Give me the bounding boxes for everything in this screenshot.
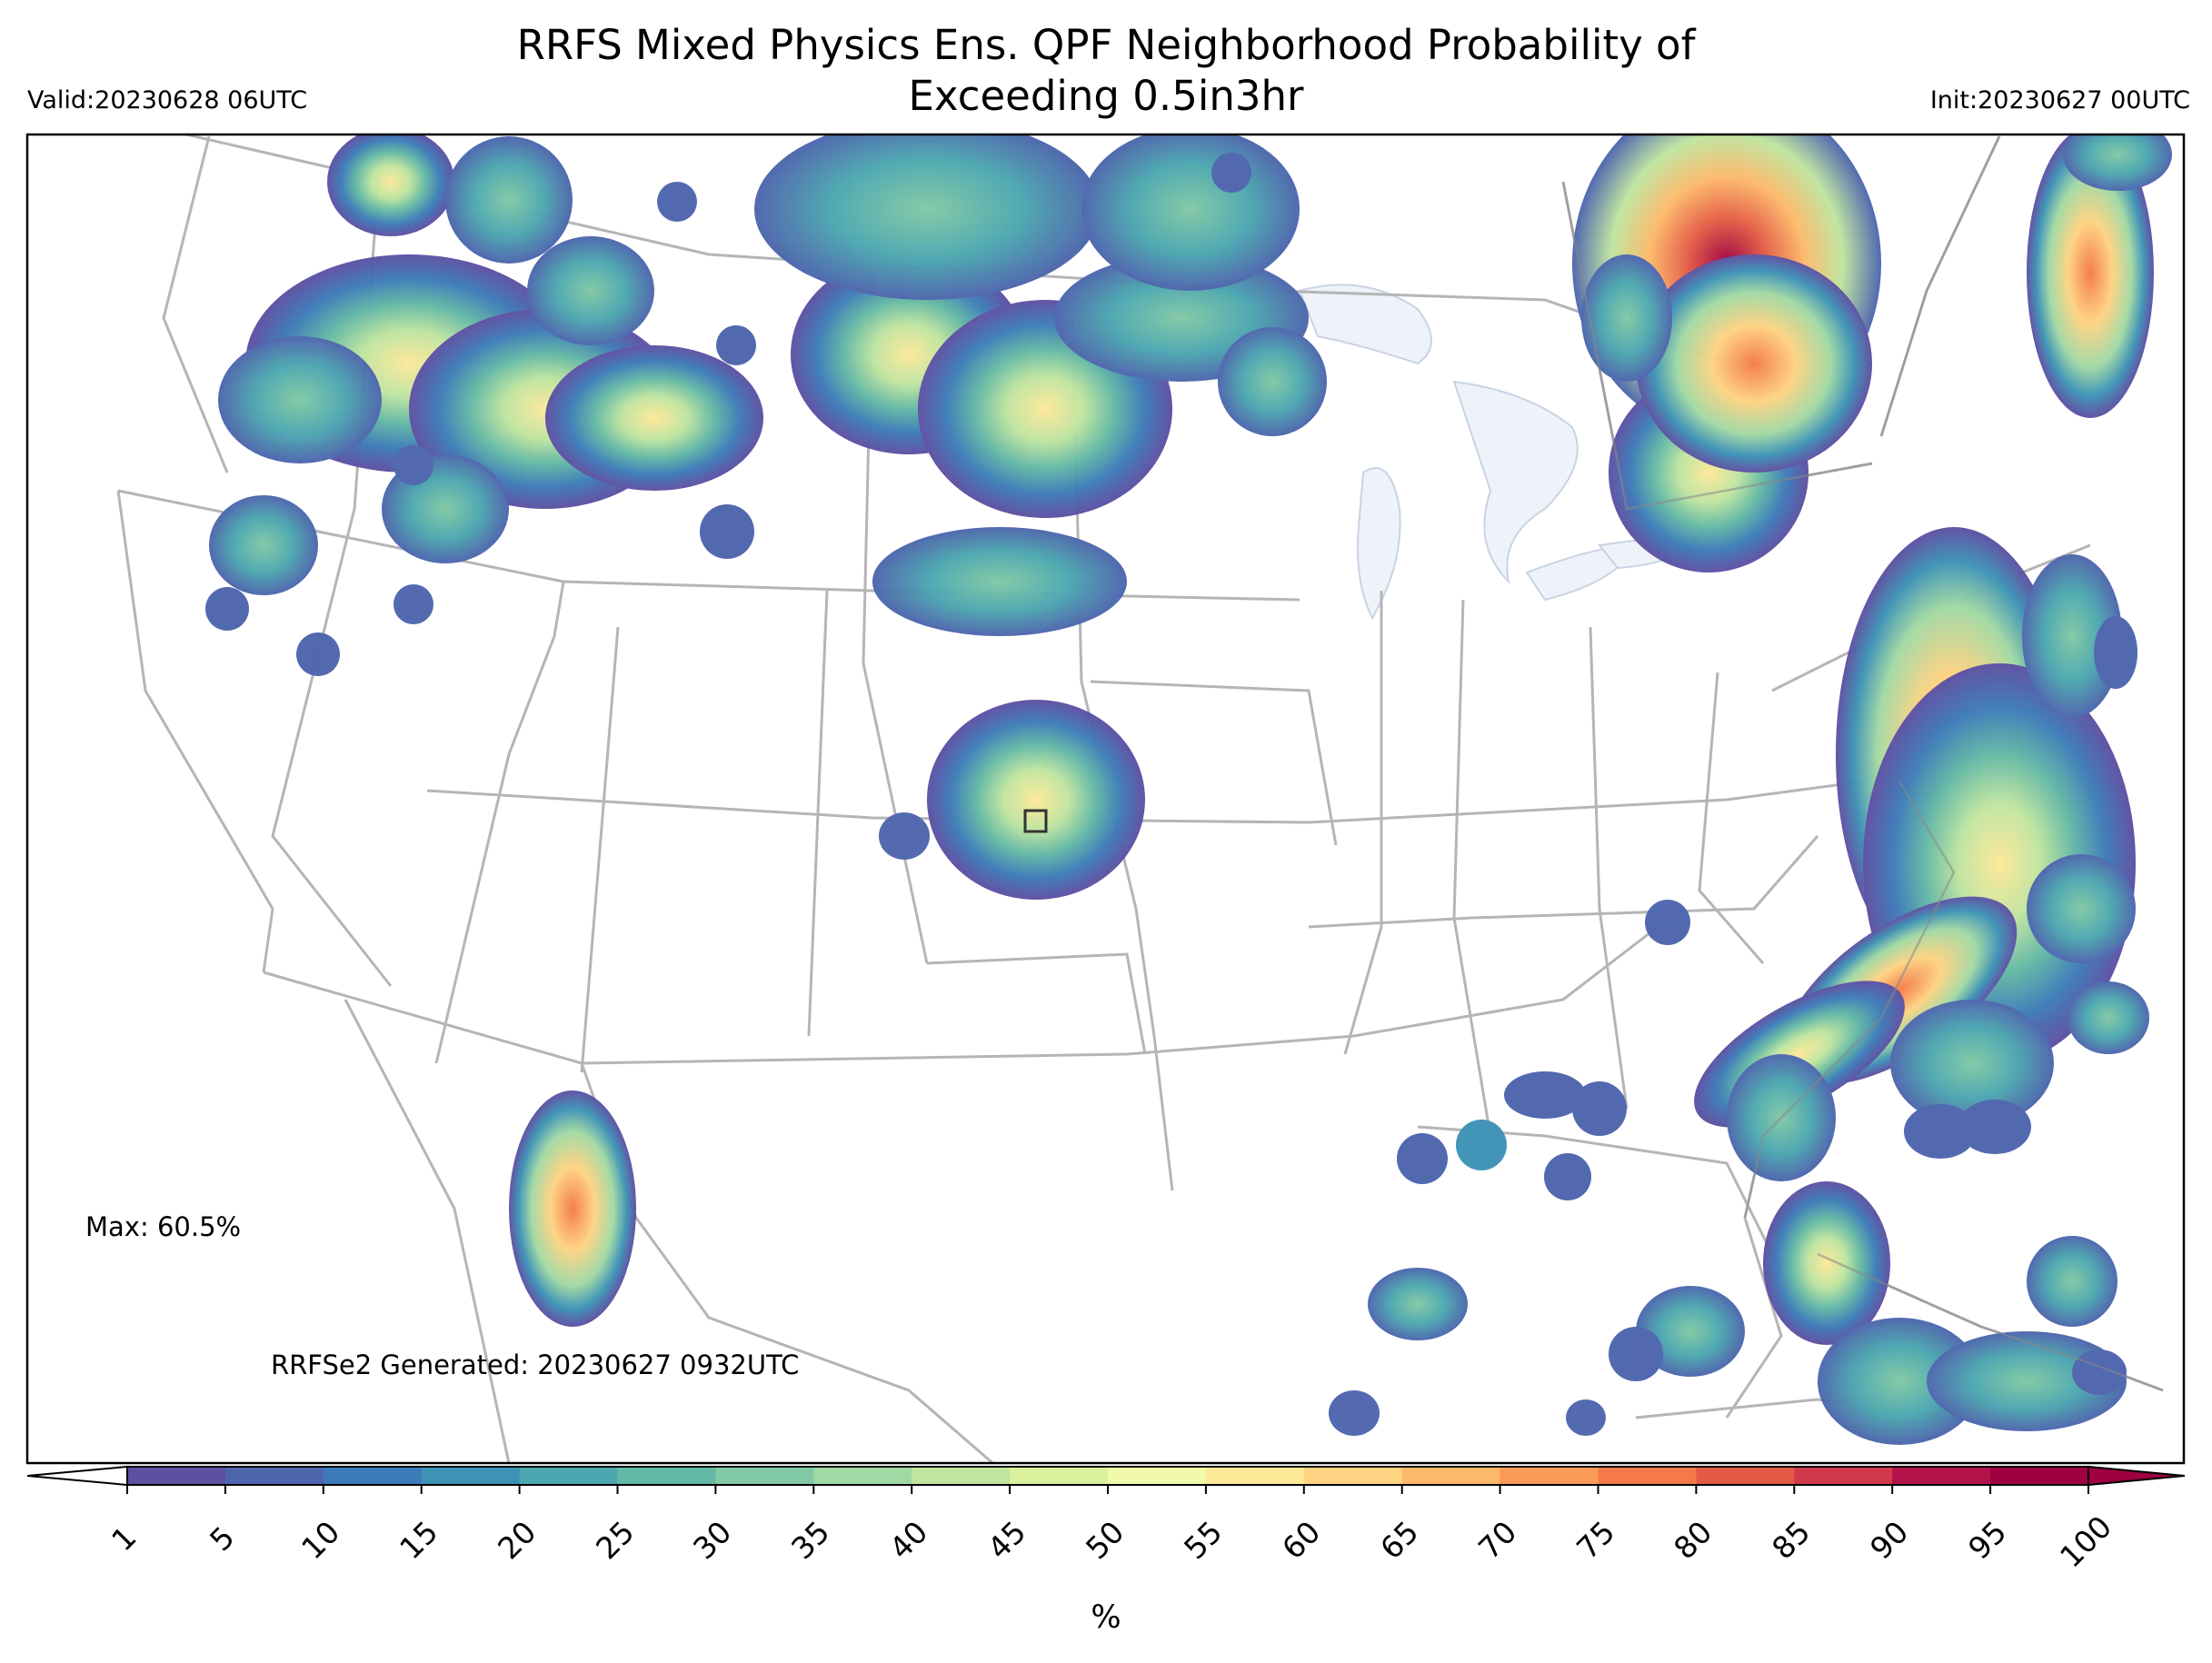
init-time-label: Init:20230627 00UTC xyxy=(1929,86,2190,115)
generated-time-label: RRFSe2 Generated: 20230627 0932UTC xyxy=(271,1349,800,1380)
colorbar-cells xyxy=(26,1465,2186,1487)
colorbar-cell xyxy=(1108,1467,1207,1485)
colorbar-cell xyxy=(1205,1467,1305,1485)
colorbar-cell xyxy=(617,1467,716,1485)
colorbar-cell xyxy=(519,1467,618,1485)
colorbar-cell xyxy=(715,1467,814,1485)
colorbar-cell xyxy=(1303,1467,1403,1485)
colorbar-cell xyxy=(224,1467,324,1485)
coastline-overlay xyxy=(1561,135,2164,1392)
colorbar-cell xyxy=(421,1467,521,1485)
colorbar-extend-high xyxy=(2087,1465,2186,1487)
colorbar-cell xyxy=(1892,1467,1991,1485)
colorbar-cell xyxy=(323,1467,423,1485)
map-frame xyxy=(25,133,2186,1465)
title-line-1: RRFS Mixed Physics Ens. QPF Neighborhood… xyxy=(516,21,1696,69)
colorbar-cell xyxy=(1598,1467,1697,1485)
colorbar-cell xyxy=(1500,1467,1599,1485)
valid-time-label: Valid:20230628 06UTC xyxy=(27,86,308,115)
title-line-2: Exceeding 0.5in3hr xyxy=(908,72,1304,120)
colorbar-cell xyxy=(1010,1467,1109,1485)
max-location-marker xyxy=(1023,809,1048,833)
colorbar-cell xyxy=(127,1467,226,1485)
map-title: RRFS Mixed Physics Ens. QPF Neighborhood… xyxy=(0,20,2212,122)
colorbar-cell xyxy=(1990,1467,2089,1485)
colorbar-cell xyxy=(1401,1467,1501,1485)
colorbar-unit-label: % xyxy=(1091,1599,1121,1636)
colorbar-cell xyxy=(1794,1467,1893,1485)
colorbar-cell xyxy=(813,1467,912,1485)
colorbar-extend-low xyxy=(26,1465,128,1487)
colorbar-cell xyxy=(912,1467,1011,1485)
max-value-label: Max: 60.5% xyxy=(85,1211,242,1242)
colorbar-ticks xyxy=(126,1485,2089,1494)
probability-swaths xyxy=(205,134,2172,1445)
colorbar-cell xyxy=(1696,1467,1795,1485)
